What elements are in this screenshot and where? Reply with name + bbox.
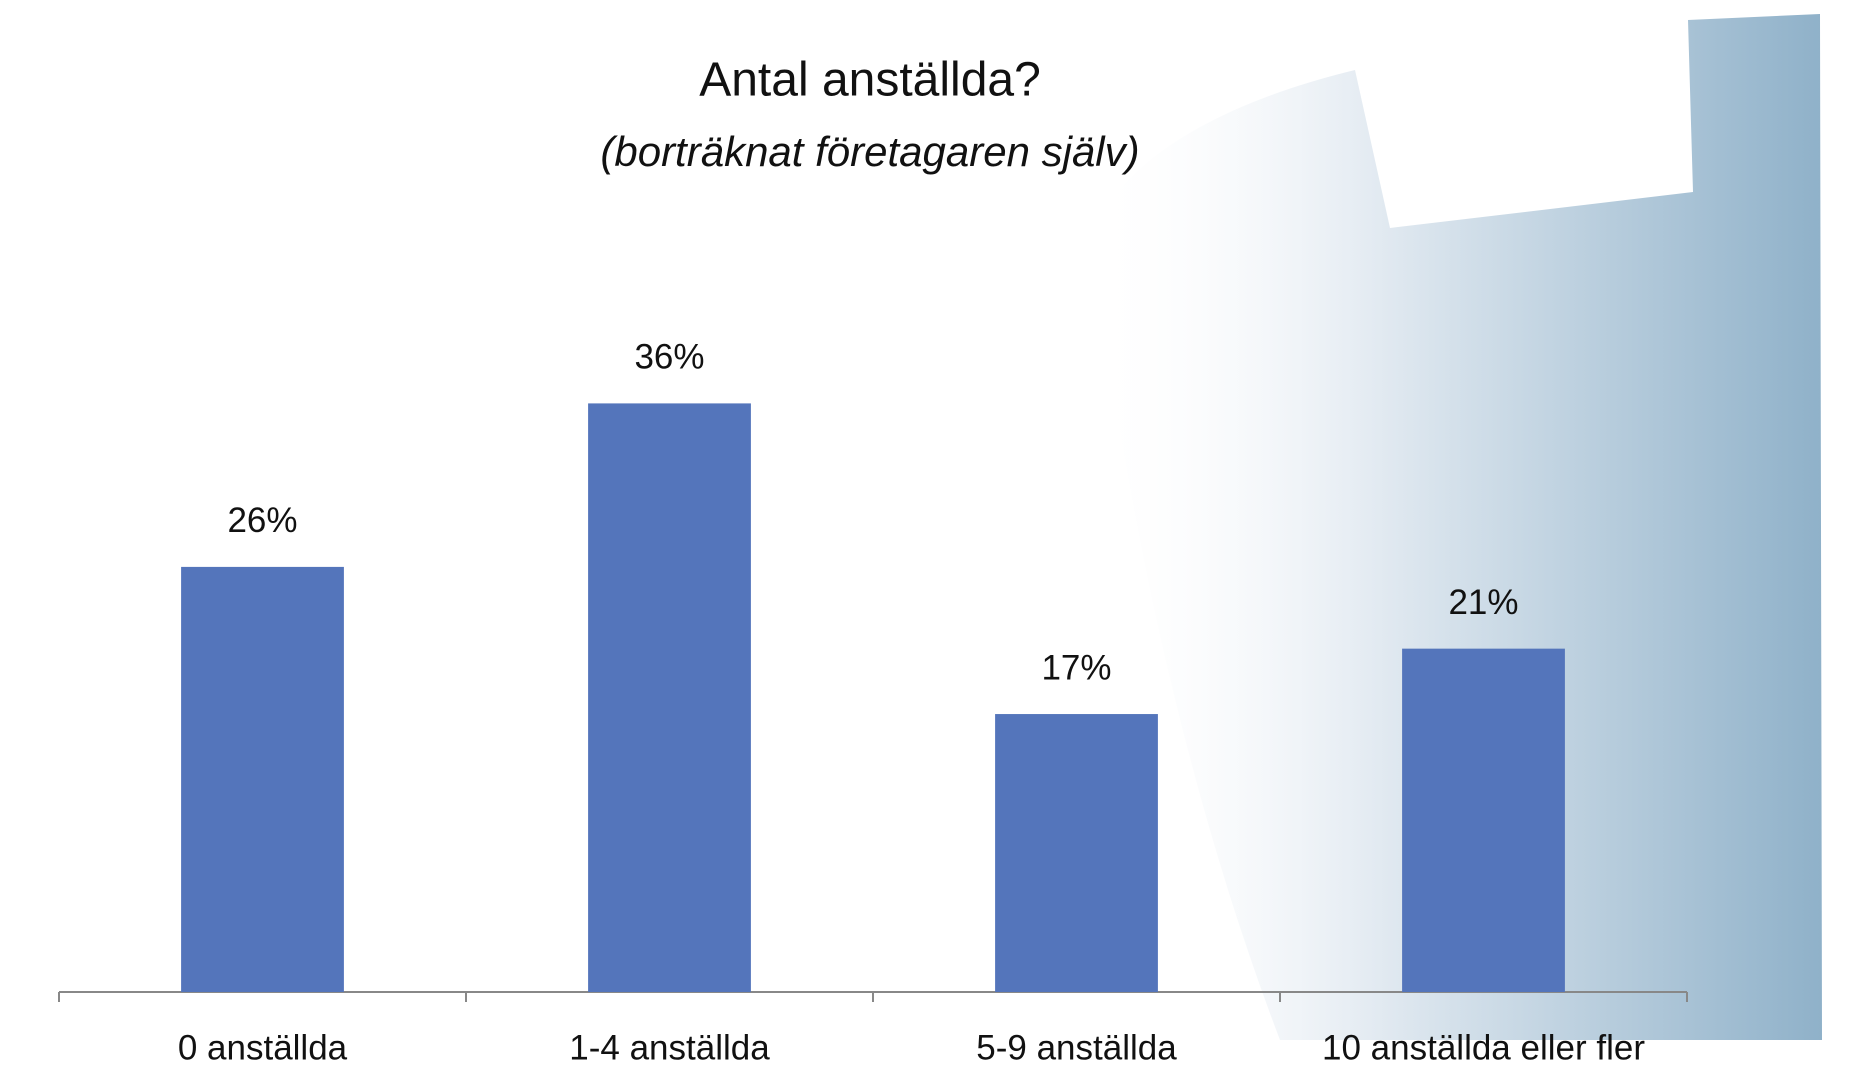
bar <box>181 566 344 992</box>
bar <box>588 403 751 992</box>
x-tick-label: 1-4 anställda <box>569 1028 770 1067</box>
chart-title: Antal anställda? <box>699 54 1041 107</box>
background-decoration <box>1090 14 1822 1040</box>
data-label: 36% <box>634 338 704 377</box>
chart-subtitle: (borträknat företagaren själv) <box>600 128 1139 175</box>
bar <box>995 714 1158 992</box>
data-label: 17% <box>1041 648 1111 687</box>
bar <box>1402 648 1565 992</box>
x-tick-label: 0 anställda <box>178 1028 348 1067</box>
x-tick-label: 10 anställda eller fler <box>1322 1028 1645 1067</box>
data-label: 26% <box>227 501 297 540</box>
data-label: 21% <box>1448 583 1518 622</box>
x-tick-label: 5-9 anställda <box>976 1028 1177 1067</box>
